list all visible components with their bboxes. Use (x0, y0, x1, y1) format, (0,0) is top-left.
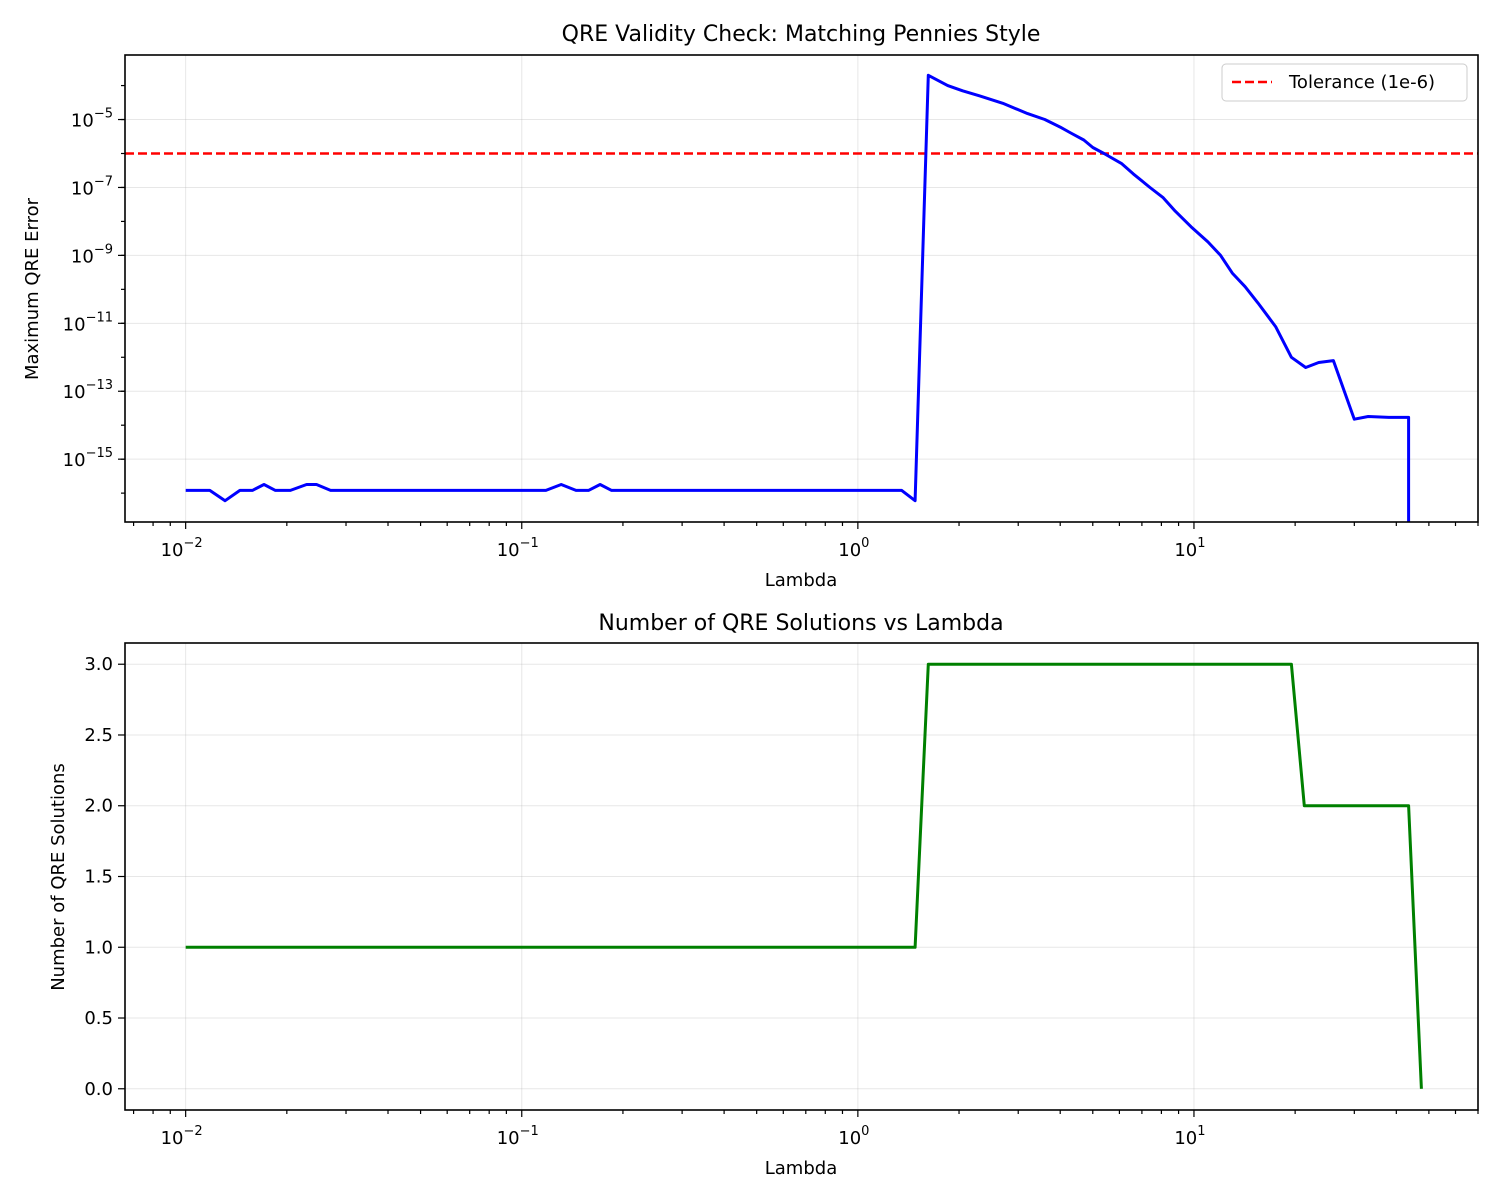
legend-box (1221, 63, 1468, 102)
solutions-chart-grid (125, 643, 1478, 1110)
max-error-series-line (185, 73, 1411, 522)
x-tick-label: 10−2 (161, 1124, 203, 1149)
x-tick-label: 10−1 (497, 536, 539, 561)
solutions-chart-frame (124, 642, 1479, 1111)
solutions-chart-series (185, 662, 1423, 1089)
error-chart-series (125, 73, 1478, 522)
y-tick-label: 10−15 (63, 446, 113, 471)
legend-tolerance-label: Tolerance (1e-6) (1288, 72, 1435, 93)
x-tick-label: 101 (1174, 536, 1205, 561)
error-chart-title: QRE Validity Check: Matching Pennies Sty… (562, 22, 1041, 47)
y-tick-label: 10−9 (71, 242, 113, 267)
error-chart-frame (124, 54, 1479, 523)
error-chart-grid (125, 55, 1478, 522)
error-chart-x-axis-label: Lambda (765, 570, 837, 591)
x-tick-label: 10−1 (497, 1124, 539, 1149)
solutions-chart: Number of QRE Solutions vs Lambda Lambda… (48, 611, 1479, 1179)
x-tick-label: 101 (1174, 1124, 1205, 1149)
x-tick-label: 10−2 (161, 536, 203, 561)
y-tick-label: 3.0 (84, 654, 113, 675)
y-tick-label: 0.0 (84, 1079, 113, 1100)
y-tick-label: 10−5 (71, 107, 113, 132)
y-tick-label: 2.5 (84, 725, 113, 746)
y-tick-label: 2.0 (84, 796, 113, 817)
solutions-chart-ticks: 10−2 10−1 100 101 0.0 0.5 1.0 1.5 2.0 2.5 3.0 (84, 654, 1479, 1149)
error-chart-y-axis-label: Maximum QRE Error (22, 197, 43, 380)
y-tick-label: 10−13 (63, 378, 113, 403)
y-tick-label: 0.5 (84, 1008, 113, 1029)
solutions-chart-y-axis-label: Number of QRE Solutions (48, 763, 69, 991)
y-tick-label: 10−7 (71, 174, 113, 199)
error-chart-ticks: 10−2 10−1 100 101 10−15 10−13 10−11 10−9 10−7 10−… (63, 84, 1479, 561)
y-tick-label: 1.5 (84, 867, 113, 888)
error-chart: QRE Validity Check: Matching Pennies Sty… (22, 22, 1479, 591)
y-tick-label: 10−11 (63, 310, 113, 335)
x-tick-label: 100 (838, 536, 869, 561)
x-tick-label: 100 (838, 1124, 869, 1149)
legend: Tolerance (1e-6) (1221, 63, 1468, 102)
y-tick-label: 1.0 (84, 937, 113, 958)
solutions-count-series-line (185, 662, 1423, 1089)
solutions-chart-x-axis-label: Lambda (765, 1158, 837, 1179)
solutions-chart-title: Number of QRE Solutions vs Lambda (598, 611, 1003, 636)
